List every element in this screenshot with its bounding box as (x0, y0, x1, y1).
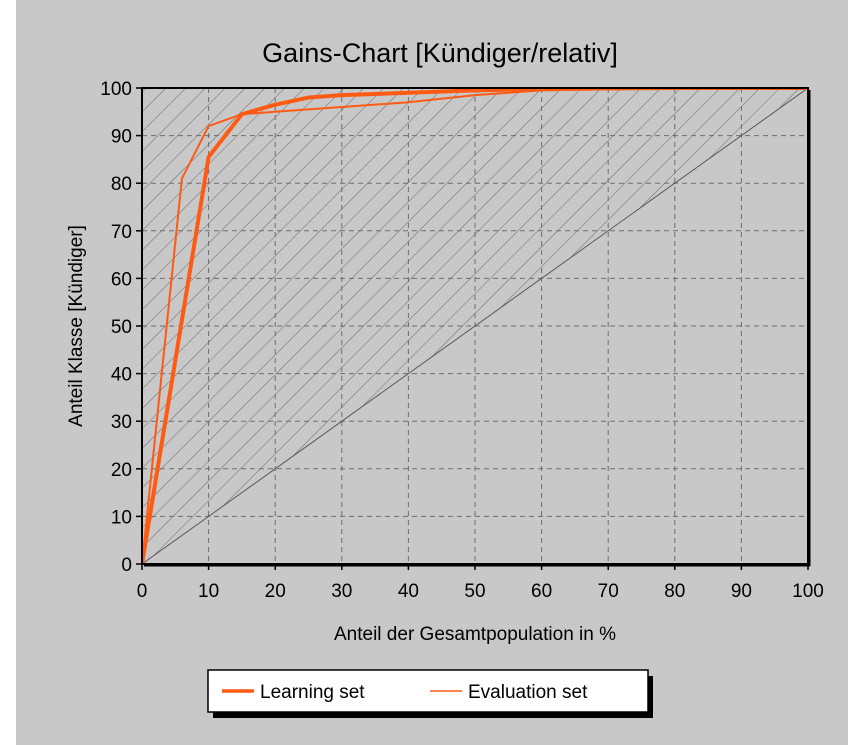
x-tick-label: 100 (792, 581, 824, 602)
y-tick-label: 100 (100, 79, 132, 100)
legend: Learning set Evaluation set (207, 669, 653, 718)
x-tick-label: 90 (731, 581, 752, 602)
legend-label-evaluation-set: Evaluation set (468, 682, 588, 703)
y-axis-label: Anteil Klasse [Kündiger] (66, 225, 87, 427)
x-tick-label: 10 (198, 581, 219, 602)
y-tick-label: 60 (111, 269, 132, 290)
x-axis-label: Anteil der Gesamtpopulation in % (334, 624, 616, 645)
y-tick-label: 10 (111, 507, 132, 528)
x-tick-label: 0 (137, 581, 148, 602)
chart-panel: Gains-Chart [Kündiger/relativ] 0 10 20 30 40… (16, 0, 848, 745)
y-tick-label: 80 (111, 174, 132, 195)
reference-diagonal-line (142, 88, 808, 564)
y-tick-label: 0 (121, 555, 132, 576)
x-tick-label: 70 (598, 581, 619, 602)
chart-title: Gains-Chart [Kündiger/relativ] (262, 38, 618, 68)
y-tick-label: 20 (111, 460, 132, 481)
x-tick-label: 20 (265, 581, 286, 602)
x-tick-label: 50 (464, 581, 485, 602)
y-tick-label: 70 (111, 222, 132, 243)
y-tick-label: 50 (111, 317, 132, 338)
x-tick-label: 60 (531, 581, 552, 602)
x-tick-label: 30 (331, 581, 352, 602)
y-tick-label: 90 (111, 127, 132, 148)
gains-chart: Gains-Chart [Kündiger/relativ] 0 10 20 30 40… (66, 38, 824, 718)
y-tick-label: 30 (111, 412, 132, 433)
series-line-evaluation-set (142, 88, 808, 564)
legend-label-learning-set: Learning set (260, 682, 365, 703)
x-tick-label: 40 (398, 581, 419, 602)
y-tick-label: 40 (111, 365, 132, 386)
x-tick-label: 80 (664, 581, 685, 602)
